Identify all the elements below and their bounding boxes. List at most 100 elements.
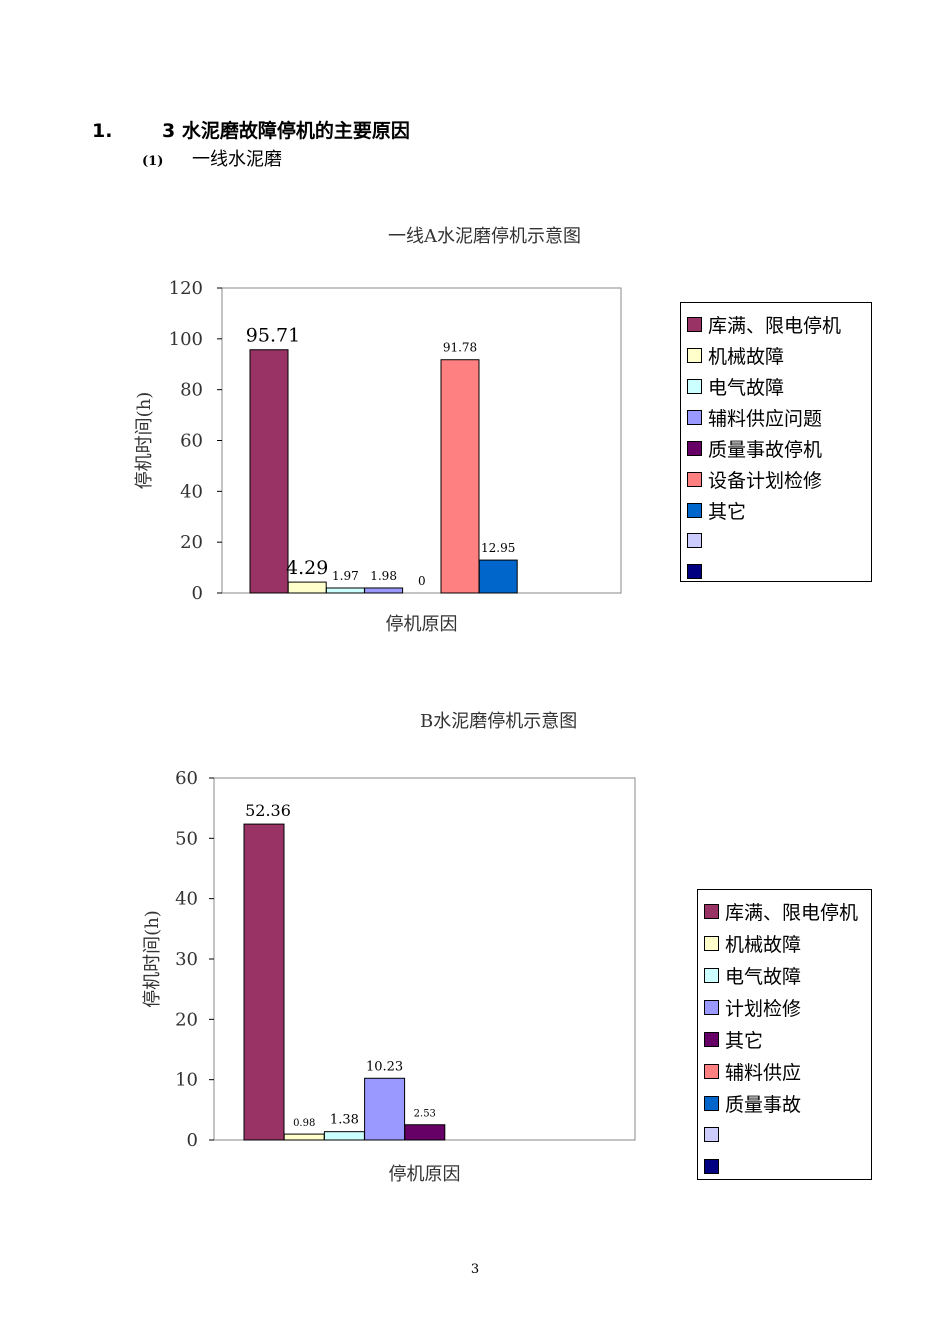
chart-1-data-label: 4.29 <box>286 557 328 579</box>
chart-2-data-label: 1.38 <box>330 1113 359 1128</box>
chart-1-bar <box>478 559 518 594</box>
chart-2-y-tick-label: 10 <box>175 1070 198 1091</box>
chart-1-x-axis-label: 停机原因 <box>386 614 458 635</box>
chart-1-bar <box>364 587 404 594</box>
legend-label: 质量事故停机 <box>708 439 823 461</box>
legend-swatch <box>704 968 719 983</box>
legend-item: 电气故障 <box>704 962 801 988</box>
page-number: 3 <box>470 1262 480 1277</box>
legend-swatch <box>687 472 702 487</box>
chart-1-data-label: 95.71 <box>246 325 300 347</box>
legend-label: 库满、限电停机 <box>725 902 859 924</box>
chart-1-y-tick-label: 120 <box>169 278 203 299</box>
chart-1-legend: 库满、限电停机 机械故障电气故障辅料供应问题 质量事故停机 设备计划检修 其它 <box>680 302 872 582</box>
legend-item <box>704 1154 725 1176</box>
chart-1-data-label: 0 <box>418 574 426 588</box>
chart-2-y-tick-label: 0 <box>187 1130 198 1151</box>
chart-2-y-tick-label: 30 <box>175 949 198 970</box>
section-number: 1. <box>92 120 113 142</box>
chart-2-bar <box>364 1077 406 1141</box>
chart-2-bar <box>243 823 285 1141</box>
legend-item: 库满、限电停机 <box>704 898 858 924</box>
legend-label: 质量事故 <box>725 1094 802 1116</box>
chart-2-bar <box>323 1131 365 1141</box>
chart-2-legend: 库满、限电停机 机械故障电气故障计划检修其它辅料供应质量事故 <box>697 889 872 1180</box>
chart-2-y-tick-label: 50 <box>175 828 198 849</box>
legend-swatch <box>687 441 702 456</box>
chart-2-data-label: 52.36 <box>245 801 291 820</box>
chart-1-y-tick-label: 100 <box>169 329 203 350</box>
chart-2-bar <box>404 1124 446 1141</box>
legend-swatch <box>704 1000 719 1015</box>
legend-label: 机械故障 <box>708 346 785 368</box>
legend-label: 其它 <box>708 501 747 523</box>
chart-1-data-label: 91.78 <box>443 341 477 355</box>
legend-swatch <box>704 936 719 951</box>
legend-swatch <box>687 532 702 548</box>
legend-label: 电气故障 <box>725 966 802 988</box>
chart-2-data-label: 0.98 <box>293 1118 315 1129</box>
chart-2-x-axis-label: 停机原因 <box>389 1164 461 1185</box>
legend-swatch <box>704 1096 719 1111</box>
chart-2-y-tick-label: 20 <box>175 1009 198 1030</box>
chart-1-bar <box>249 349 289 594</box>
chart-1-y-tick-label: 80 <box>180 380 203 401</box>
chart-2-data-label: 10.23 <box>366 1059 403 1074</box>
chart-1-data-label: 12.95 <box>481 541 515 555</box>
legend-swatch <box>687 410 702 425</box>
legend-label: 计划检修 <box>725 998 802 1020</box>
section-heading: 1. 3 水泥磨故障停机的主要原因 <box>92 116 410 143</box>
chart-2-y-tick-label: 60 <box>175 768 198 789</box>
subsection-heading: (1) 一线水泥磨 <box>142 145 282 171</box>
legend-swatch <box>704 1126 719 1142</box>
chart-1-y-tick-label: 40 <box>180 481 203 502</box>
legend-swatch <box>687 563 702 579</box>
chart-1-bar <box>440 359 480 594</box>
legend-item: 质量事故 <box>704 1090 801 1116</box>
chart-2-bar <box>283 1133 325 1141</box>
legend-item: 其它 <box>704 1026 763 1052</box>
legend-item: 设备计划检修 <box>687 466 822 492</box>
subsection-number: (1) <box>142 154 164 169</box>
chart-1-y-tick-label: 60 <box>180 431 203 452</box>
subsection-title: 一线水泥磨 <box>192 149 282 170</box>
chart-2-y-axis-label: 停机时间(h) <box>142 910 163 1008</box>
legend-label: 辅料供应 <box>725 1062 802 1084</box>
legend-item: 机械故障 <box>704 930 801 956</box>
chart-1-y-tick-label: 20 <box>180 532 203 553</box>
legend-item: 计划检修 <box>704 994 801 1020</box>
legend-item: 库满、限电停机 <box>687 311 841 337</box>
legend-label: 其它 <box>725 1030 764 1052</box>
legend-item <box>687 559 708 581</box>
chart-1-data-label: 1.97 <box>332 569 359 583</box>
chart-1-y-axis-label: 停机时间(h) <box>134 392 155 490</box>
legend-swatch <box>687 379 702 394</box>
legend-swatch <box>687 317 702 332</box>
legend-swatch <box>704 1158 719 1174</box>
legend-label: 辅料供应问题 <box>708 408 823 430</box>
chart-1-y-tick-label: 0 <box>192 583 203 604</box>
section-title: 3 水泥磨故障停机的主要原因 <box>162 120 410 142</box>
legend-label: 机械故障 <box>725 934 802 956</box>
legend-item: 质量事故停机 <box>687 435 822 461</box>
legend-swatch <box>687 503 702 518</box>
legend-item: 辅料供应问题 <box>687 404 822 430</box>
chart-2-data-label: 2.53 <box>414 1109 436 1120</box>
legend-item <box>704 1122 725 1144</box>
chart-2-title: B水泥磨停机示意图 <box>420 711 578 732</box>
legend-item: 辅料供应 <box>704 1058 801 1084</box>
chart-1-data-label: 1.98 <box>370 569 397 583</box>
legend-swatch <box>704 1064 719 1079</box>
legend-label: 电气故障 <box>708 377 785 399</box>
legend-swatch <box>687 348 702 363</box>
legend-label: 库满、限电停机 <box>708 315 842 337</box>
chart-2-y-tick-label: 40 <box>175 889 198 910</box>
chart-1-title: 一线A水泥磨停机示意图 <box>388 226 581 247</box>
legend-item: 其它 <box>687 497 746 523</box>
legend-item: 电气故障 <box>687 373 784 399</box>
legend-item: 机械故障 <box>687 342 784 368</box>
legend-swatch <box>704 904 719 919</box>
legend-label: 设备计划检修 <box>708 470 823 492</box>
